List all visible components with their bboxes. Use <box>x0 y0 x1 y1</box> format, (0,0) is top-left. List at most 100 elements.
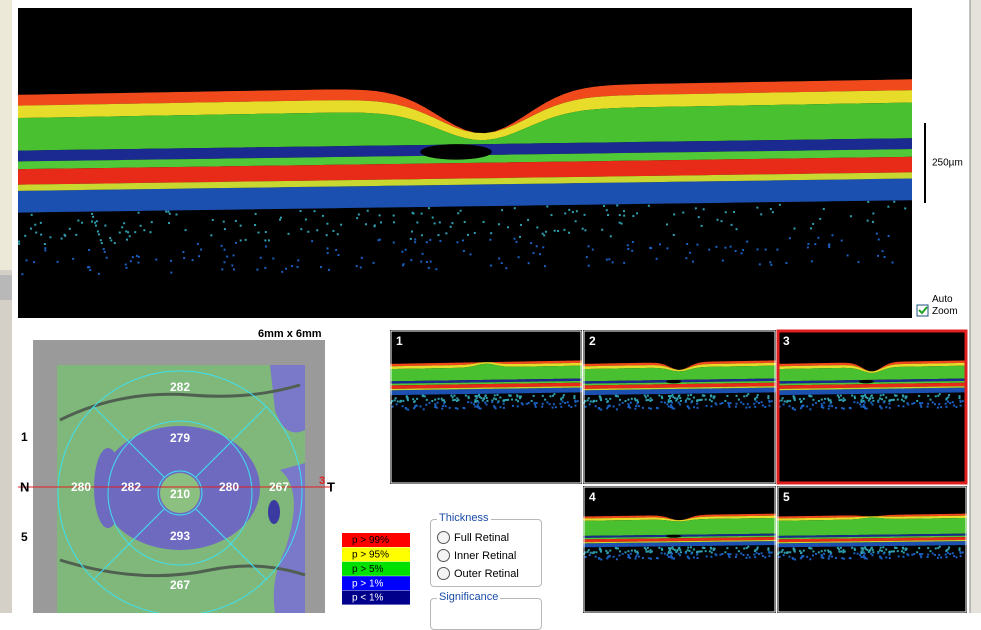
speckle <box>627 404 630 407</box>
speckle <box>574 399 577 402</box>
radio-button[interactable] <box>437 549 450 562</box>
group-title: Thickness <box>437 512 491 524</box>
speckle <box>757 402 760 405</box>
speckle <box>936 406 939 409</box>
retina-layer <box>583 386 776 391</box>
speckle <box>745 556 748 559</box>
speckle <box>888 400 891 403</box>
speckle <box>630 397 633 400</box>
speckle <box>848 406 851 409</box>
speckle <box>810 260 813 263</box>
speckle <box>366 209 369 212</box>
speckle <box>692 548 695 551</box>
speckle <box>155 258 158 261</box>
speckle <box>896 398 899 401</box>
retina-layer <box>583 539 776 544</box>
thumbnail-frame[interactable] <box>776 329 968 485</box>
speckle <box>793 408 796 411</box>
speckle <box>815 552 818 555</box>
speckle <box>562 394 565 397</box>
line-marker: 3 <box>319 475 325 487</box>
retina-layer <box>583 541 776 548</box>
thumbnail-frame[interactable] <box>390 330 582 484</box>
speckle <box>724 399 727 402</box>
speckle <box>553 393 556 396</box>
speckle <box>892 398 895 401</box>
speckle <box>827 244 830 247</box>
retina-layer <box>777 513 967 519</box>
speckle <box>502 402 505 405</box>
speckle <box>552 403 555 406</box>
speckle <box>875 232 878 235</box>
speckle <box>675 550 678 553</box>
speckle <box>671 546 674 549</box>
thumbnail-frame[interactable] <box>583 330 776 484</box>
thumbnail-frame[interactable] <box>777 486 967 613</box>
speckle <box>264 239 267 242</box>
speckle <box>771 211 774 214</box>
radio-option[interactable]: Full Retinal <box>437 531 509 544</box>
speckle <box>494 407 497 410</box>
speckle <box>799 407 802 410</box>
auto-zoom-checkbox[interactable] <box>916 304 929 317</box>
retina-layer <box>18 156 912 185</box>
speckle <box>429 260 432 263</box>
speckle <box>823 401 826 404</box>
radio-option[interactable]: Inner Retinal <box>437 549 516 562</box>
speckle <box>650 247 653 250</box>
speckle <box>378 238 381 241</box>
speckle <box>655 557 658 560</box>
speckle <box>448 406 451 409</box>
speckle <box>687 546 690 549</box>
speckle <box>863 405 866 408</box>
speckle <box>843 550 846 553</box>
speckle <box>862 404 865 407</box>
speckle <box>416 221 419 224</box>
speckle <box>830 552 833 555</box>
speckle <box>443 402 446 405</box>
speckle <box>888 557 891 560</box>
radio-button[interactable] <box>437 531 450 544</box>
speckle <box>745 394 748 397</box>
speckle <box>767 547 770 550</box>
speckle <box>791 407 794 410</box>
speckle <box>883 255 886 258</box>
speckle <box>18 240 21 243</box>
retina-layer <box>583 365 776 382</box>
speckle <box>622 210 625 213</box>
speckle <box>91 212 94 215</box>
speckle <box>627 555 630 558</box>
bscan <box>18 8 912 318</box>
speckle <box>868 549 871 552</box>
scrollbar[interactable] <box>970 0 981 613</box>
retina-layer <box>18 79 912 134</box>
speckle <box>574 400 577 403</box>
speckle <box>824 397 827 400</box>
speckle <box>143 229 146 232</box>
speckle <box>735 228 738 231</box>
speckle <box>517 400 520 403</box>
radio-button[interactable] <box>437 567 450 580</box>
speckle <box>948 546 951 549</box>
speckle <box>287 232 290 235</box>
speckle <box>882 393 885 396</box>
speckle <box>933 553 936 556</box>
speckle <box>391 405 394 408</box>
speckle <box>441 405 444 408</box>
significance-group: Significance <box>430 591 542 630</box>
speckle <box>96 230 99 233</box>
speckle <box>792 395 795 398</box>
speckle <box>688 398 691 401</box>
speckle <box>876 254 879 257</box>
speckle <box>721 402 724 405</box>
retina-layer <box>777 517 967 536</box>
radio-option[interactable]: Outer Retinal <box>437 567 519 580</box>
speckle <box>828 246 831 249</box>
thumbnail-frame[interactable] <box>583 486 776 613</box>
speckle <box>905 395 908 398</box>
speckle <box>812 550 815 553</box>
speckle <box>257 231 260 234</box>
retina-layer <box>777 535 967 540</box>
speckle <box>170 259 173 262</box>
speckle <box>715 554 718 557</box>
